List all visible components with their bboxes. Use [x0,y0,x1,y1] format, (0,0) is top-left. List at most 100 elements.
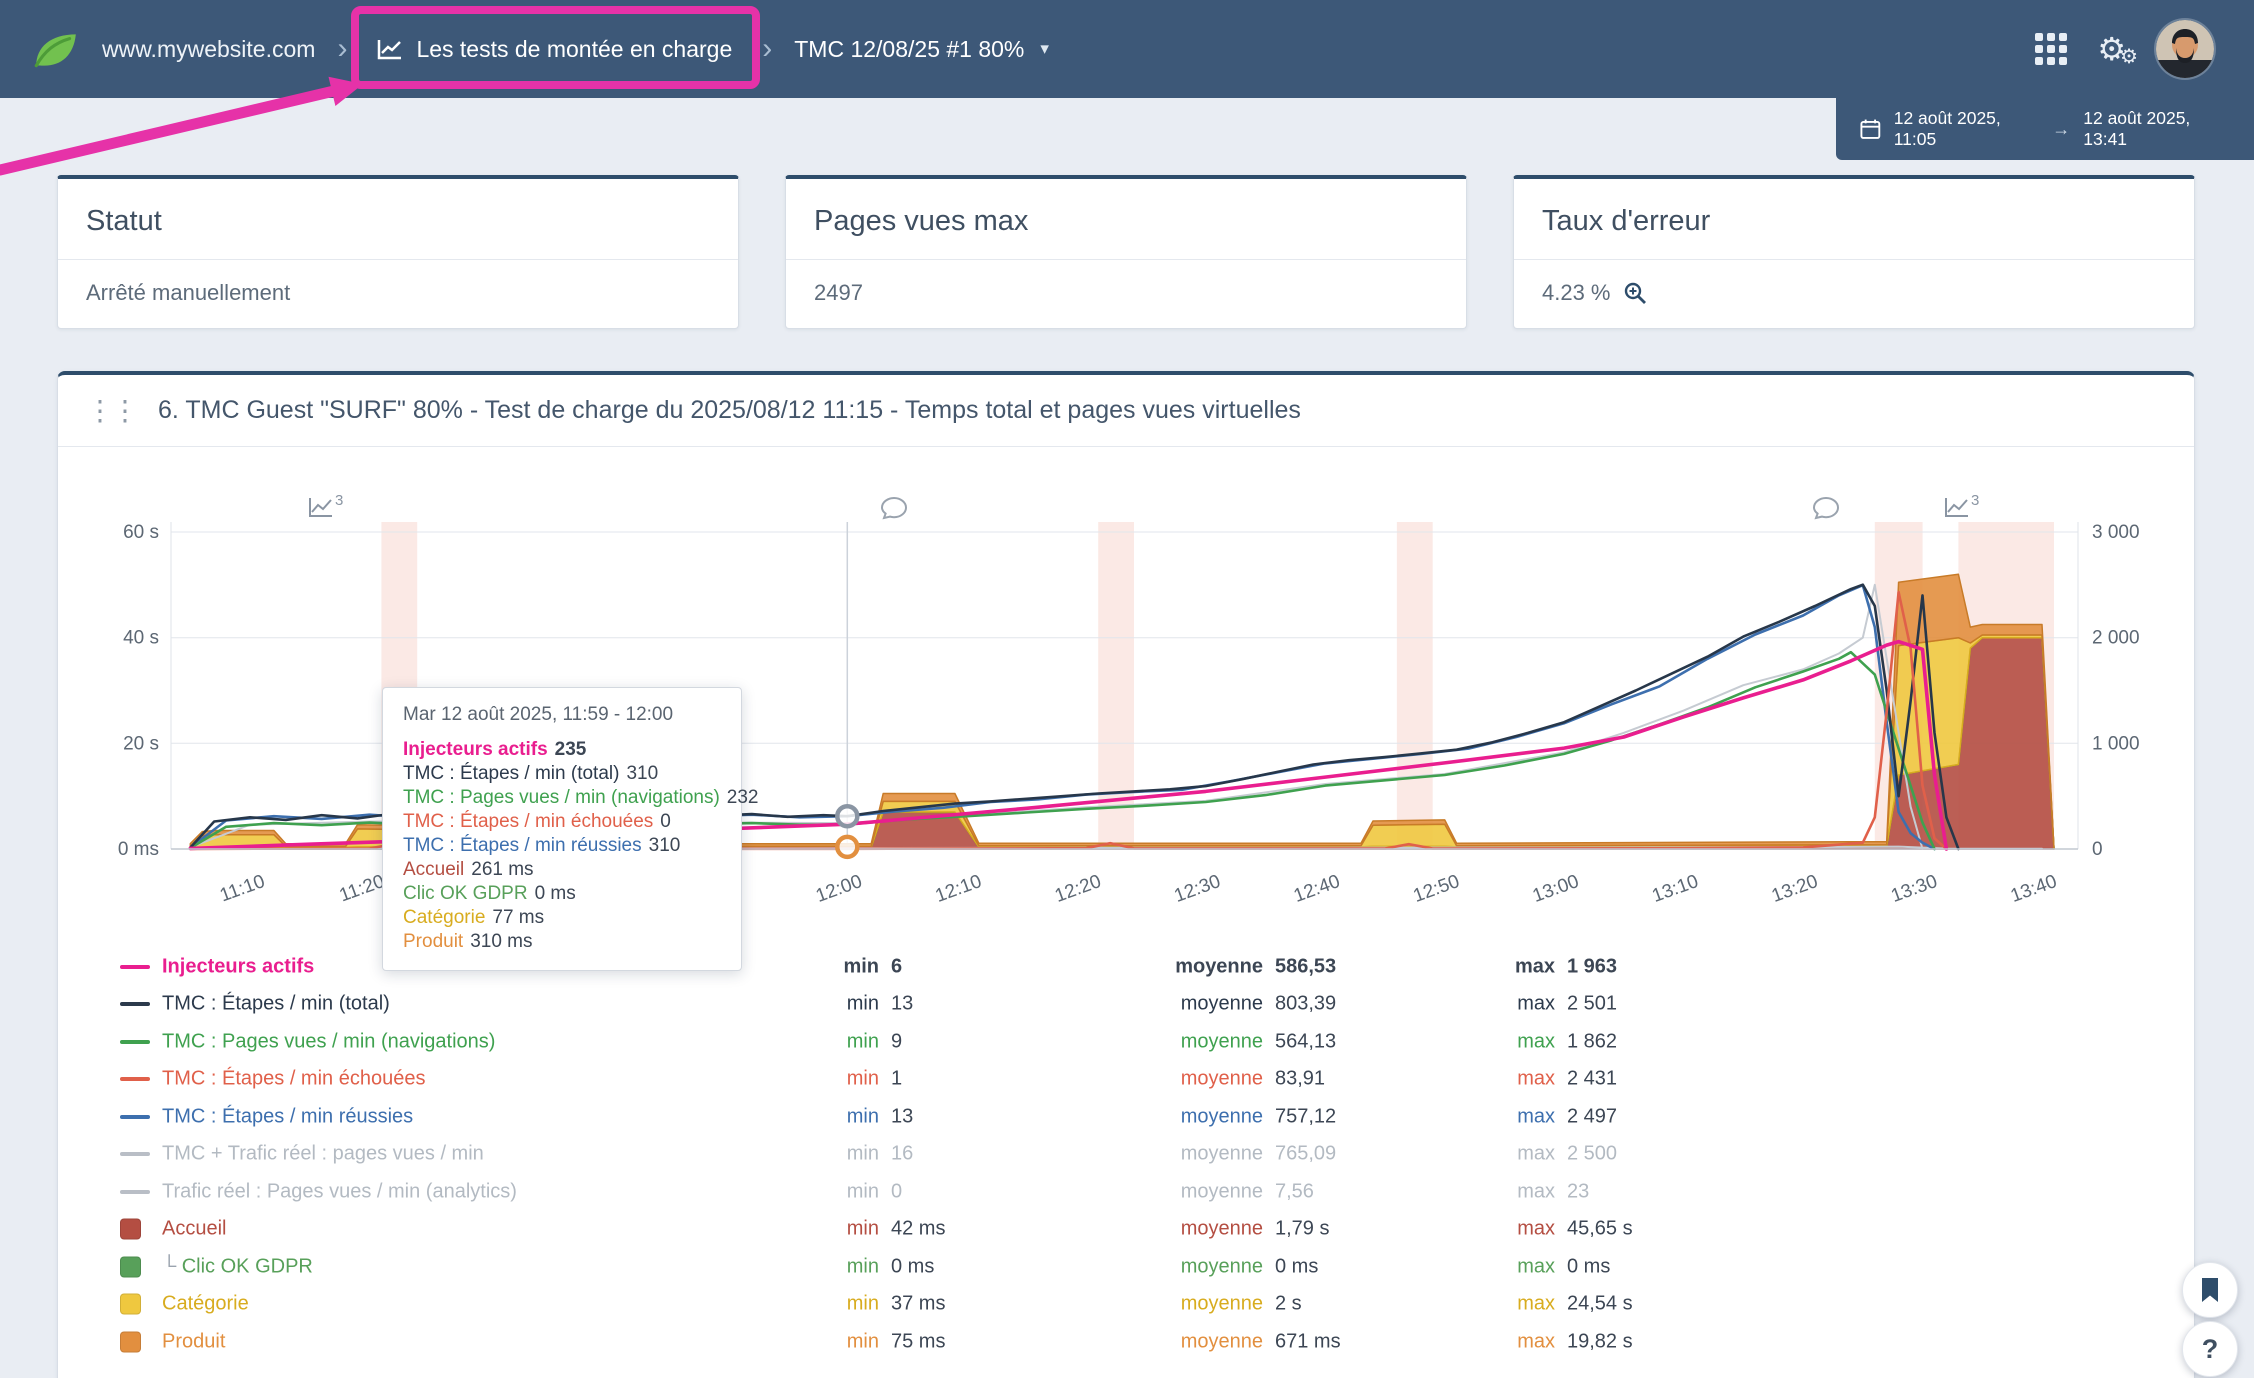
max-label: max [1517,1292,1555,1315]
legend-row[interactable]: Trafic réel : Pages vues / min (analytic… [118,1173,2138,1211]
min-value: 37 ms [891,1292,946,1315]
svg-text:12:10: 12:10 [933,871,985,907]
min-value: 9 [891,1030,903,1053]
calendar-icon [1860,119,1881,139]
summary-cards: Statut Arrêté manuellement Pages vues ma… [57,175,2195,329]
date-range-end: 12 août 2025, 13:41 [2083,108,2191,149]
min-label: min [846,1217,879,1240]
chart-panel: ⋮⋮ 6. TMC Guest "SURF" 80% - Test de cha… [57,371,2195,1378]
legend-row[interactable]: TMC : Étapes / min (total) min 13 moyenne 80… [118,986,2138,1024]
tooltip-row: TMC : Pages vues / min (navigations) 232 [403,787,759,808]
moyenne-value: 803,39 [1275,992,1337,1015]
svg-text:13:00: 13:00 [1530,871,1582,907]
legend-row[interactable]: TMC + Trafic réel : pages vues / min min 1… [118,1136,2138,1174]
moyenne-label: moyenne [1180,1330,1263,1353]
legend-row[interactable]: Produit min 75 ms moyenne 671 ms max 19,82 s [118,1323,2138,1361]
breadcrumb-load-tests-label: Les tests de montée en charge [416,35,733,62]
legend-row[interactable]: └ Clic OK GDPR min 0 ms moyenne 0 ms max 0 ms [118,1248,2138,1286]
series-color-swatch [120,964,150,969]
tooltip-row: Injecteurs actifs 235 [403,739,587,760]
tooltip-row: TMC : Étapes / min réussies 310 [403,835,681,856]
moyenne-label: moyenne [1180,1105,1263,1128]
max-label: max [1517,1180,1555,1203]
max-value: 24,54 s [1567,1292,1633,1315]
app-logo-leaf-icon[interactable] [30,24,80,74]
series-color-swatch [120,1189,150,1194]
max-value: 2 497 [1567,1105,1618,1128]
svg-text:1 000: 1 000 [2092,733,2140,754]
max-value: 2 500 [1567,1142,1618,1165]
series-label: TMC : Étapes / min échouées [162,1067,426,1090]
max-value: 45,65 s [1567,1217,1633,1240]
drag-handle-icon[interactable]: ⋮⋮ [86,394,139,426]
comment-annotation-icon[interactable] [1813,496,1839,520]
min-value: 0 ms [891,1255,935,1278]
moyenne-value: 0 ms [1275,1255,1319,1278]
svg-text:12:50: 12:50 [1411,871,1463,907]
svg-text:11:10: 11:10 [217,871,268,907]
date-range-bar[interactable]: 12 août 2025, 11:05 → 12 août 2025, 13:4… [1836,98,2254,160]
charts-annotation-icon[interactable]: 3 [1944,492,1979,518]
legend-row[interactable]: Injecteurs actifs min 6 moyenne 586,53 max 1 9… [118,948,2138,986]
svg-text:12:40: 12:40 [1291,871,1343,907]
moyenne-label: moyenne [1180,1142,1263,1165]
timeseries-chart[interactable]: 0 ms 20 s 40 s 60 s 0 1 000 2 000 3 000 11:10 11:… [58,484,2196,924]
card-title: Taux d'erreur [1514,179,2194,260]
svg-text:13:10: 13:10 [1649,871,1701,907]
series-label: TMC : Pages vues / min (navigations) [162,1030,496,1053]
chevron-right-icon: › [337,32,348,65]
help-button[interactable]: ? [2182,1321,2238,1377]
moyenne-value: 564,13 [1275,1030,1337,1053]
legend-row[interactable]: Accueil min 42 ms moyenne 1,79 s max 45,65 s [118,1211,2138,1249]
series-color-swatch [120,1152,150,1157]
tooltip-title: Mar 12 août 2025, 11:59 - 12:00 [403,704,674,725]
zoom-in-icon[interactable] [1623,281,1647,305]
apps-grid-icon[interactable] [2035,33,2068,65]
line-chart-icon [378,40,402,60]
navbar-actions: ⚙ ⚙ [2035,20,2214,78]
max-label: max [1517,1067,1555,1090]
svg-text:3 000: 3 000 [2092,522,2140,543]
legend-row[interactable]: TMC : Étapes / min échouées min 1 moyenne 83… [118,1061,2138,1099]
svg-text:60 s: 60 s [123,522,159,543]
svg-text:13:20: 13:20 [1769,871,1821,907]
max-label: max [1517,1217,1555,1240]
caret-down-icon: ▾ [1040,39,1049,58]
panel-title: 6. TMC Guest "SURF" 80% - Test de charge… [158,396,1301,424]
card-taux-erreur: Taux d'erreur 4.23 % [1513,175,2195,329]
card-title: Pages vues max [786,179,1466,260]
series-color-swatch [120,1077,150,1082]
series-label: TMC : Étapes / min (total) [162,992,390,1015]
max-label: max [1517,1255,1555,1278]
series-color-swatch [120,1039,150,1044]
breadcrumb-site[interactable]: www.mywebsite.com [102,35,316,62]
legend-row[interactable]: Catégorie min 37 ms moyenne 2 s max 24,54 s [118,1286,2138,1324]
breadcrumb-load-tests[interactable]: Les tests de montée en charge [351,5,761,89]
series-label: Trafic réel : Pages vues / min (analytic… [162,1180,517,1203]
breadcrumb: www.mywebsite.com › Les tests de montée … [30,5,1049,89]
charts-annotation-icon[interactable]: 3 [308,492,343,518]
max-value: 2 431 [1567,1067,1618,1090]
legend-row[interactable]: TMC : Pages vues / min (navigations) min 9… [118,1023,2138,1061]
moyenne-value: 765,09 [1275,1142,1337,1165]
comment-annotation-icon[interactable] [881,496,907,520]
max-label: max [1517,992,1555,1015]
panel-header: ⋮⋮ 6. TMC Guest "SURF" 80% - Test de cha… [58,375,2194,447]
settings-gears-icon[interactable]: ⚙ ⚙ [2097,31,2138,68]
min-label: min [846,1142,879,1165]
min-label: min [843,955,879,978]
tooltip-row: Clic OK GDPR 0 ms [403,883,576,904]
max-value: 2 501 [1567,992,1618,1015]
legend-row[interactable]: TMC : Étapes / min réussies min 13 moyenne 7… [118,1098,2138,1136]
test-run-selector[interactable]: TMC 12/08/25 #1 80% ▾ [794,36,1049,63]
min-label: min [846,1292,879,1315]
moyenne-value: 586,53 [1275,955,1337,978]
series-label: Produit [162,1330,226,1353]
moyenne-label: moyenne [1180,1292,1263,1315]
user-avatar[interactable] [2156,20,2214,78]
bookmark-button[interactable] [2182,1262,2238,1318]
moyenne-value: 671 ms [1275,1330,1341,1353]
svg-text:12:30: 12:30 [1172,871,1224,907]
card-value: 4.23 % [1542,280,1611,305]
